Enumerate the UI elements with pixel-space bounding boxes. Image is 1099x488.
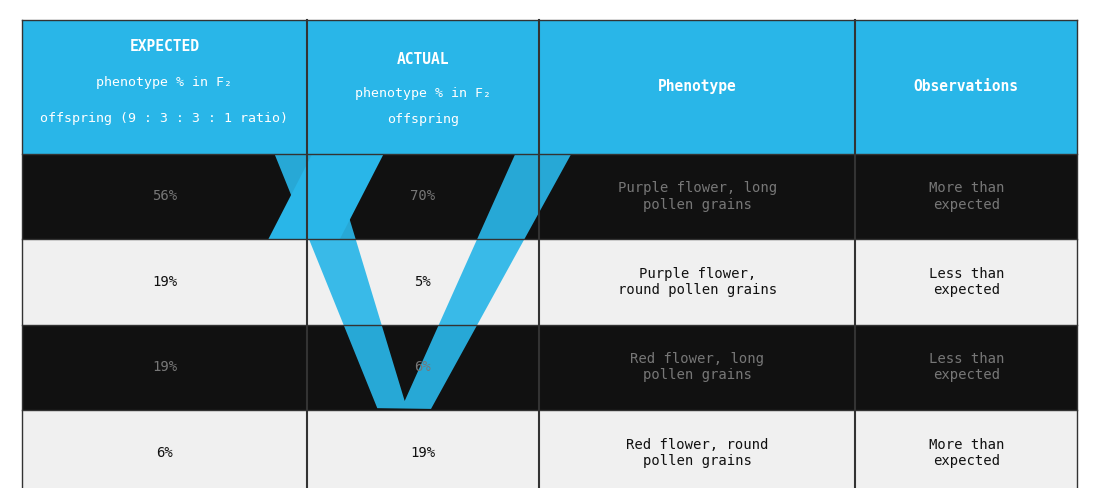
Polygon shape <box>268 154 384 239</box>
Text: 6%: 6% <box>156 446 173 460</box>
Text: ACTUAL: ACTUAL <box>397 52 449 67</box>
Text: Less than
expected: Less than expected <box>929 352 1003 382</box>
Text: 5%: 5% <box>414 275 431 289</box>
Bar <box>22 325 1077 410</box>
Text: Less than
expected: Less than expected <box>929 267 1003 297</box>
Text: offspring: offspring <box>387 113 459 126</box>
Text: More than
expected: More than expected <box>929 182 1003 211</box>
Text: 6%: 6% <box>414 360 431 374</box>
Text: Red flower, long
pollen grains: Red flower, long pollen grains <box>630 352 764 382</box>
Text: 19%: 19% <box>152 275 177 289</box>
Text: offspring (9 : 3 : 3 : 1 ratio): offspring (9 : 3 : 3 : 1 ratio) <box>41 112 288 125</box>
Bar <box>22 20 1077 154</box>
Text: 19%: 19% <box>152 360 177 374</box>
Bar <box>22 410 1077 488</box>
Text: Purple flower,
round pollen grains: Purple flower, round pollen grains <box>618 267 777 297</box>
Bar <box>22 154 1077 239</box>
Text: 19%: 19% <box>410 446 435 460</box>
Text: phenotype % in F₂: phenotype % in F₂ <box>97 76 232 89</box>
Text: EXPECTED: EXPECTED <box>130 39 199 54</box>
Text: Observations: Observations <box>913 79 1019 94</box>
Polygon shape <box>275 148 571 409</box>
Text: More than
expected: More than expected <box>929 438 1003 468</box>
Text: Red flower, round
pollen grains: Red flower, round pollen grains <box>626 438 768 468</box>
Text: 56%: 56% <box>152 189 177 203</box>
Text: Phenotype: Phenotype <box>658 79 736 94</box>
Text: phenotype % in F₂: phenotype % in F₂ <box>355 87 491 101</box>
Text: 70%: 70% <box>410 189 435 203</box>
Text: Purple flower, long
pollen grains: Purple flower, long pollen grains <box>618 182 777 211</box>
Bar <box>22 239 1077 325</box>
